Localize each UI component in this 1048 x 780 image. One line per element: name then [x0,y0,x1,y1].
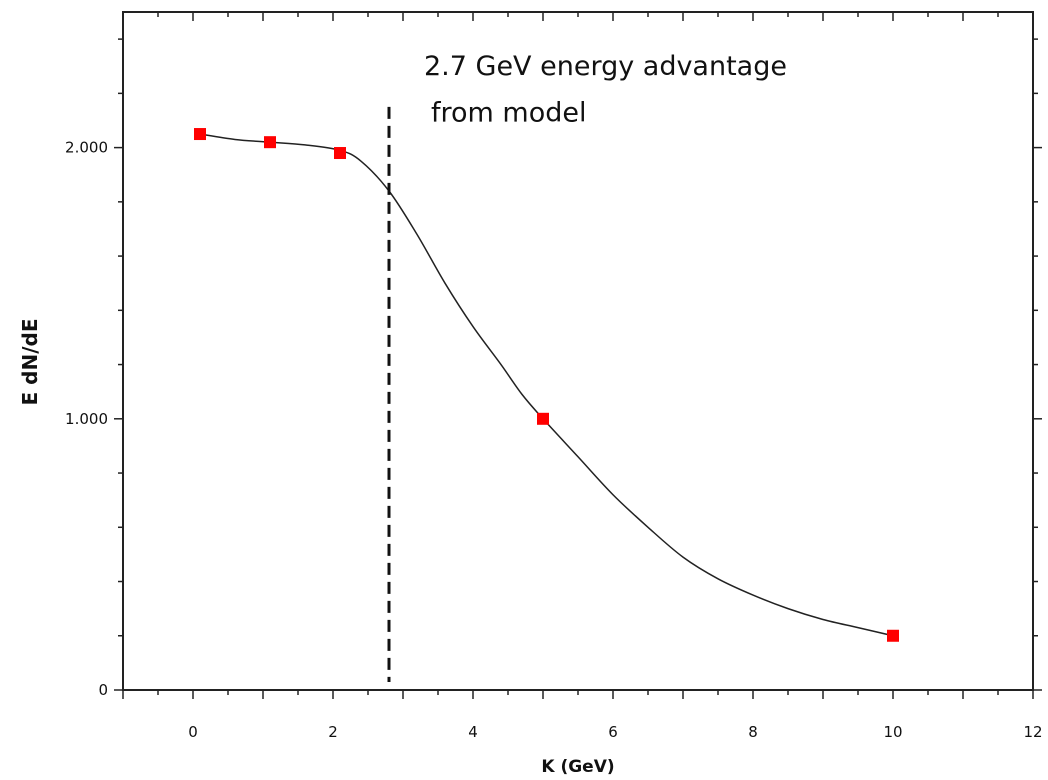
data-points [194,128,899,642]
y-tick-label: 1.000 [65,410,108,428]
y-axis: 0 1.000 2.000 [65,38,1042,699]
annotation-line-2: from model [431,97,587,128]
data-point [194,128,206,141]
y-axis-title: E dN/dE [18,319,42,406]
x-axis-title: K (GeV) [541,757,614,777]
y-tick-label: 0 [98,681,108,699]
data-point [887,629,899,642]
annotation-line-1: 2.7 GeV energy advantage [424,51,787,82]
data-point [334,147,346,160]
x-tick-label: 0 [188,723,198,741]
data-point [537,412,549,425]
x-tick-label: 10 [883,723,902,741]
x-tick-label: 2 [328,723,338,741]
fit-curve [199,133,894,637]
x-tick-label: 4 [468,723,478,741]
x-tick-label: 12 [1023,723,1042,741]
x-axis: 0 2 4 6 8 10 12 [122,12,1043,741]
y-tick-label: 2.000 [65,139,108,157]
x-tick-label: 6 [608,723,618,741]
data-point [264,136,276,149]
x-tick-label: 8 [748,723,758,741]
